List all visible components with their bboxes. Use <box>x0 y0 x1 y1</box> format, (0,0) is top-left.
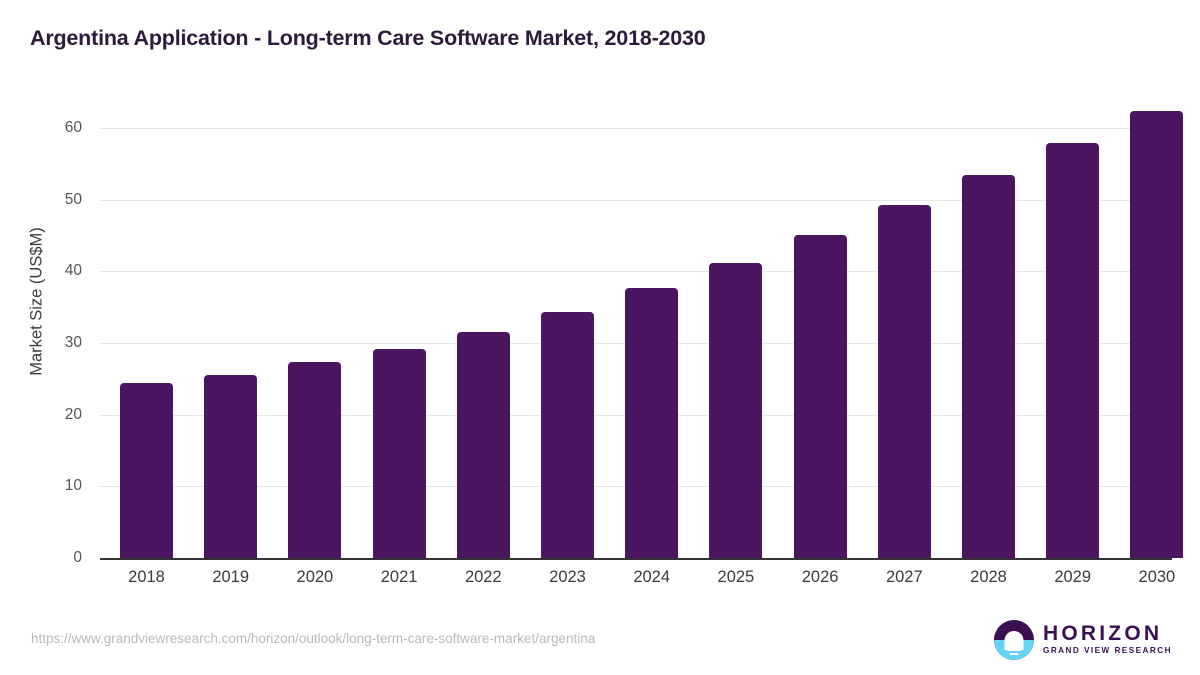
gridline <box>100 271 1172 273</box>
y-tick-label: 10 <box>64 477 82 495</box>
y-axis-tick-labels: 0 10 20 30 40 50 60 <box>0 100 96 570</box>
bar-2027[interactable] <box>877 205 931 558</box>
bar-2020[interactable] <box>288 362 342 558</box>
bar-2024[interactable] <box>625 287 679 558</box>
x-axis-tick-labels: 2018 2019 2020 2021 2022 2023 2024 2025 2026 2027… <box>100 568 1175 598</box>
x-tick-label: 2023 <box>549 568 586 586</box>
x-tick-label: 2018 <box>128 568 165 586</box>
x-tick-label: 2022 <box>464 568 502 586</box>
x-tick-label: 2029 <box>1054 568 1092 586</box>
x-tick-label: 2020 <box>296 568 334 586</box>
logo-tagline: GRAND VIEW RESEARCH <box>1043 646 1172 656</box>
bar-2021[interactable] <box>372 349 426 558</box>
source-url[interactable]: https://www.grandviewresearch.com/horizo… <box>31 631 596 646</box>
bar-2019[interactable] <box>204 374 258 558</box>
x-tick-label: 2024 <box>633 568 671 586</box>
bar-2023[interactable] <box>541 312 594 558</box>
x-tick-label: 2030 <box>1138 568 1176 586</box>
bar-2026[interactable] <box>793 234 847 558</box>
y-tick-label: 60 <box>64 119 82 136</box>
x-tick-label: 2026 <box>801 568 839 586</box>
plot-area <box>100 100 1184 560</box>
x-tick-label: 2025 <box>717 568 755 586</box>
logo-title: HORIZON <box>1043 622 1163 646</box>
x-tick-label: 2021 <box>380 568 418 586</box>
y-tick-label: 20 <box>64 405 82 423</box>
y-tick-label: 50 <box>64 190 82 208</box>
y-tick-label: 0 <box>73 549 82 566</box>
bar-2028[interactable] <box>962 175 1015 558</box>
axis-baseline <box>100 558 1172 560</box>
gridline <box>100 199 1172 201</box>
horizon-sunrise-circle-icon <box>994 620 1034 660</box>
bar-2029[interactable] <box>1046 143 1100 558</box>
page-title: Argentina Application - Long-term Care S… <box>30 26 706 50</box>
y-tick-label: 30 <box>64 334 82 351</box>
bar-2018[interactable] <box>120 383 173 558</box>
gridline <box>100 128 1172 129</box>
x-tick-label: 2028 <box>970 568 1007 586</box>
bar-2025[interactable] <box>709 262 763 558</box>
bar-2022[interactable] <box>456 332 510 558</box>
logo-text: HORIZON GRAND VIEW RESEARCH <box>1043 623 1172 657</box>
bar-series <box>100 100 1184 558</box>
x-tick-label: 2027 <box>885 568 923 586</box>
horizon-logo: HORIZON GRAND VIEW RESEARCH <box>994 618 1172 662</box>
x-tick-label: 2019 <box>212 568 250 586</box>
y-tick-label: 40 <box>64 262 82 280</box>
bar-2030[interactable] <box>1130 110 1184 558</box>
